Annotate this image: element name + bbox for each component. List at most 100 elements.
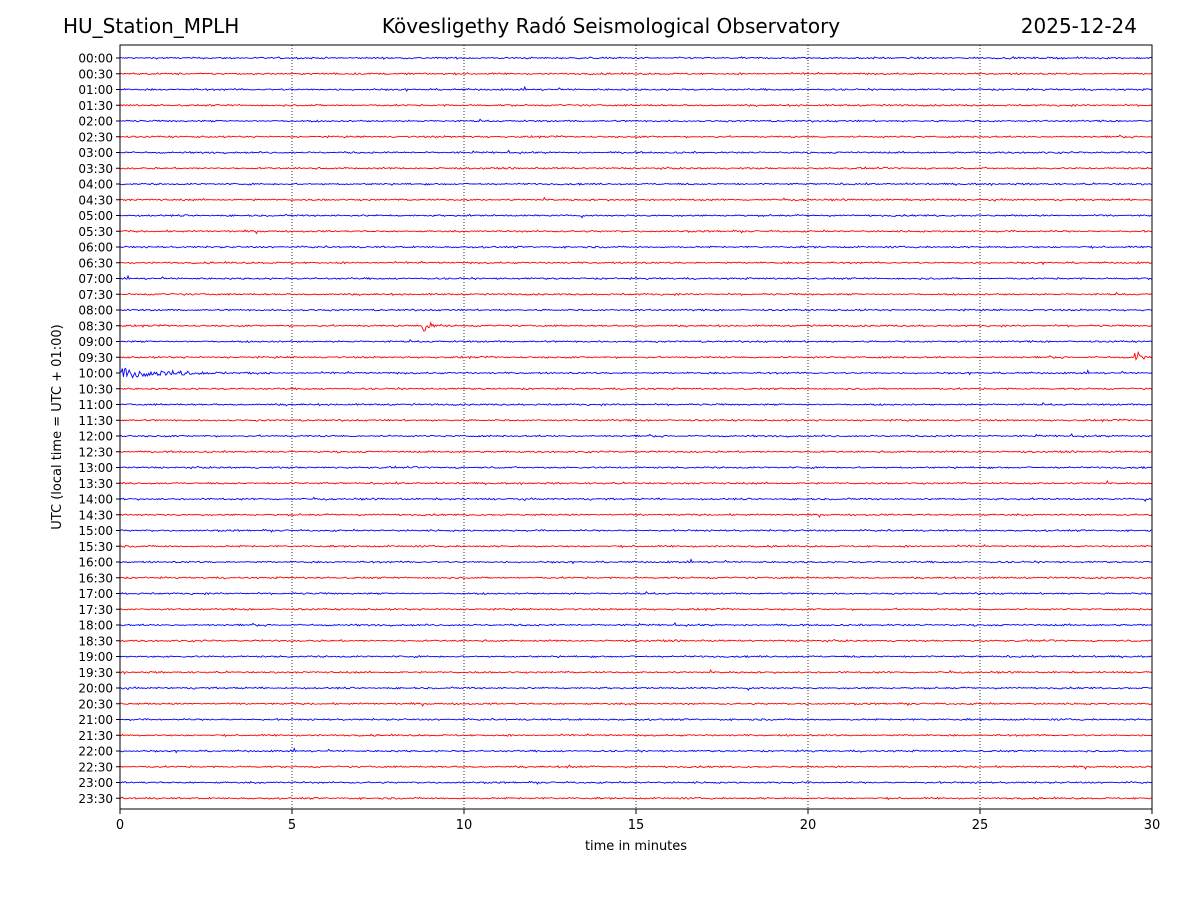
trace-row-05:00 bbox=[119, 213, 1153, 219]
trace-row-00:30 bbox=[119, 71, 1153, 76]
y-axis-label: UTC (local time = UTC + 01:00) bbox=[50, 324, 65, 529]
y-tick-label-11:00: 11:00 bbox=[78, 398, 113, 412]
trace-row-20:00 bbox=[119, 686, 1153, 691]
y-tick-label-12:30: 12:30 bbox=[78, 445, 113, 459]
y-tick-label-04:30: 04:30 bbox=[78, 193, 113, 207]
y-tick-label-15:30: 15:30 bbox=[78, 540, 113, 554]
trace-row-10:30 bbox=[119, 386, 1153, 391]
trace-row-04:00 bbox=[119, 182, 1153, 187]
trace-row-19:30 bbox=[119, 668, 1153, 675]
trace-row-04:30 bbox=[119, 196, 1153, 202]
trace-row-07:30 bbox=[119, 291, 1153, 297]
trace-row-08:30 bbox=[119, 321, 1153, 332]
trace-row-02:00 bbox=[119, 118, 1153, 123]
trace-row-13:00 bbox=[119, 465, 1153, 470]
y-tick-label-10:30: 10:30 bbox=[78, 382, 113, 396]
trace-row-13:30 bbox=[119, 479, 1153, 486]
y-tick-label-17:30: 17:30 bbox=[78, 603, 113, 617]
seismic-traces bbox=[119, 56, 1153, 801]
trace-row-17:00 bbox=[119, 590, 1153, 596]
trace-row-09:00 bbox=[119, 338, 1153, 344]
x-tick-label-0: 0 bbox=[116, 818, 124, 833]
y-tick-label-15:00: 15:00 bbox=[78, 524, 113, 538]
y-tick-label-20:00: 20:00 bbox=[78, 682, 113, 696]
y-tick-label-01:30: 01:30 bbox=[78, 99, 113, 113]
y-tick-label-10:00: 10:00 bbox=[78, 367, 113, 381]
y-tick-label-13:00: 13:00 bbox=[78, 461, 113, 475]
observatory-title: Kövesligethy Radó Seismological Observat… bbox=[381, 14, 841, 38]
y-tick-label-17:00: 17:00 bbox=[78, 587, 113, 601]
trace-row-08:00 bbox=[119, 308, 1153, 312]
x-axis-ticks: 0 5 10 15 20 25 30 bbox=[116, 809, 1160, 833]
y-tick-label-00:00: 00:00 bbox=[78, 52, 113, 66]
y-tick-label-18:30: 18:30 bbox=[78, 634, 113, 648]
trace-row-01:00 bbox=[119, 85, 1153, 92]
trace-row-17:30 bbox=[119, 607, 1153, 612]
y-tick-label-16:30: 16:30 bbox=[78, 571, 113, 585]
trace-row-15:00 bbox=[119, 528, 1153, 533]
trace-row-20:30 bbox=[119, 701, 1153, 707]
y-tick-label-16:00: 16:00 bbox=[78, 556, 113, 570]
y-tick-label-19:00: 19:00 bbox=[78, 650, 113, 664]
trace-row-18:00 bbox=[119, 622, 1153, 627]
trace-row-21:30 bbox=[119, 733, 1153, 738]
y-tick-label-07:30: 07:30 bbox=[78, 288, 113, 302]
y-tick-label-01:00: 01:00 bbox=[78, 83, 113, 97]
trace-row-02:30 bbox=[119, 134, 1153, 139]
trace-row-16:00 bbox=[119, 558, 1153, 565]
trace-row-16:30 bbox=[119, 576, 1153, 580]
y-tick-label-22:00: 22:00 bbox=[78, 745, 113, 759]
y-tick-label-09:00: 09:00 bbox=[78, 335, 113, 349]
grid-lines bbox=[291, 45, 981, 809]
y-tick-label-02:00: 02:00 bbox=[78, 115, 113, 129]
y-tick-label-21:00: 21:00 bbox=[78, 713, 113, 727]
trace-row-12:30 bbox=[119, 450, 1153, 454]
y-tick-label-19:30: 19:30 bbox=[78, 666, 113, 680]
y-tick-label-08:30: 08:30 bbox=[78, 319, 113, 333]
y-tick-label-23:30: 23:30 bbox=[78, 792, 113, 806]
trace-row-14:00 bbox=[119, 496, 1153, 502]
x-tick-label-15: 15 bbox=[628, 818, 645, 833]
trace-row-06:00 bbox=[119, 245, 1153, 249]
y-tick-label-08:00: 08:00 bbox=[78, 304, 113, 318]
trace-row-03:00 bbox=[119, 149, 1153, 155]
trace-row-21:00 bbox=[119, 717, 1153, 722]
y-tick-label-22:30: 22:30 bbox=[78, 760, 113, 774]
x-tick-label-25: 25 bbox=[972, 818, 989, 833]
y-tick-label-21:30: 21:30 bbox=[78, 729, 113, 743]
trace-row-22:30 bbox=[119, 764, 1153, 770]
y-tick-label-07:00: 07:00 bbox=[78, 272, 113, 286]
trace-row-01:30 bbox=[119, 103, 1153, 108]
x-tick-label-5: 5 bbox=[288, 818, 296, 833]
plot-date: 2025-12-24 bbox=[1020, 14, 1137, 38]
y-tick-label-05:00: 05:00 bbox=[78, 209, 113, 223]
y-tick-label-14:00: 14:00 bbox=[78, 493, 113, 507]
trace-row-18:30 bbox=[119, 638, 1153, 643]
trace-row-11:00 bbox=[119, 401, 1153, 407]
y-tick-label-23:00: 23:00 bbox=[78, 776, 113, 790]
y-tick-label-03:30: 03:30 bbox=[78, 162, 113, 176]
x-axis-label: time in minutes bbox=[585, 839, 687, 854]
trace-row-11:30 bbox=[119, 418, 1153, 423]
trace-row-23:30 bbox=[119, 796, 1153, 801]
y-tick-label-06:00: 06:00 bbox=[78, 241, 113, 255]
y-tick-label-06:30: 06:30 bbox=[78, 256, 113, 270]
trace-row-19:00 bbox=[119, 654, 1153, 659]
y-tick-label-13:30: 13:30 bbox=[78, 477, 113, 491]
trace-row-00:00 bbox=[119, 56, 1153, 60]
y-tick-label-12:00: 12:00 bbox=[78, 430, 113, 444]
y-tick-label-00:30: 00:30 bbox=[78, 67, 113, 81]
y-tick-label-11:30: 11:30 bbox=[78, 414, 113, 428]
trace-row-06:30 bbox=[119, 260, 1153, 266]
y-tick-label-03:00: 03:00 bbox=[78, 146, 113, 160]
trace-row-22:00 bbox=[119, 747, 1153, 754]
trace-row-10:00 bbox=[119, 367, 1153, 379]
trace-row-03:30 bbox=[119, 166, 1153, 170]
y-tick-label-18:00: 18:00 bbox=[78, 619, 113, 633]
y-tick-label-05:30: 05:30 bbox=[78, 225, 113, 239]
trace-row-07:00 bbox=[119, 274, 1153, 281]
station-name: HU_Station_MPLH bbox=[63, 14, 240, 38]
x-tick-label-10: 10 bbox=[456, 818, 473, 833]
